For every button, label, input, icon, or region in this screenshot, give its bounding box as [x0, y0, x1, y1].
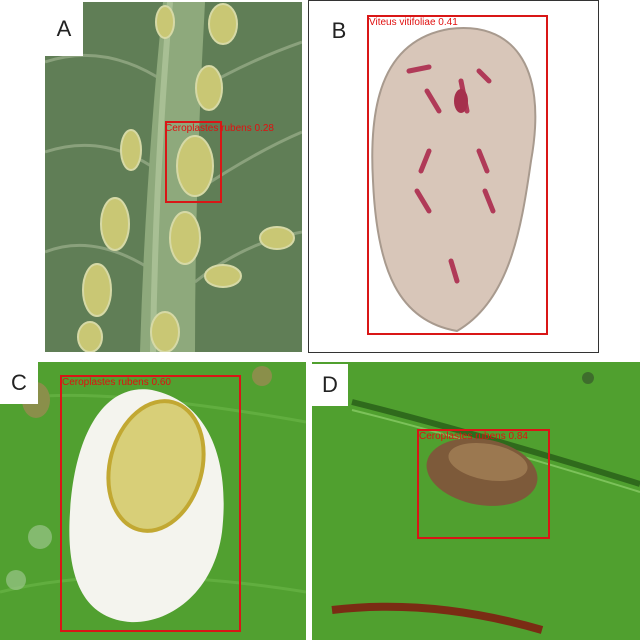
panel-a: A Ceroplastes rubens 0.28 [45, 2, 302, 352]
panel-b-detection-box [367, 15, 548, 335]
panel-c-detection-label: Ceroplastes rubens 0.60 [62, 377, 171, 388]
panel-c: C Ceroplastes rubens 0.60 [0, 362, 306, 640]
panel-a-detection-label: Ceroplastes rubens 0.28 [165, 123, 274, 134]
panel-b-detection-label: Viteus vitifoliae 0.41 [369, 17, 458, 28]
panel-d-detection-box [417, 429, 550, 539]
panel-a-letter: A [45, 2, 83, 56]
panel-b-letter: B [319, 13, 359, 49]
panel-b: B Viteus vitifoliae 0.41 [308, 0, 599, 353]
panel-d: D Ceroplastes rubens 0.84 [312, 362, 640, 640]
panel-c-detection-box [60, 375, 241, 632]
panel-c-letter: C [0, 362, 38, 404]
panel-d-letter: D [312, 364, 348, 406]
panel-d-detection-label: Ceroplastes rubens 0.84 [419, 431, 528, 442]
